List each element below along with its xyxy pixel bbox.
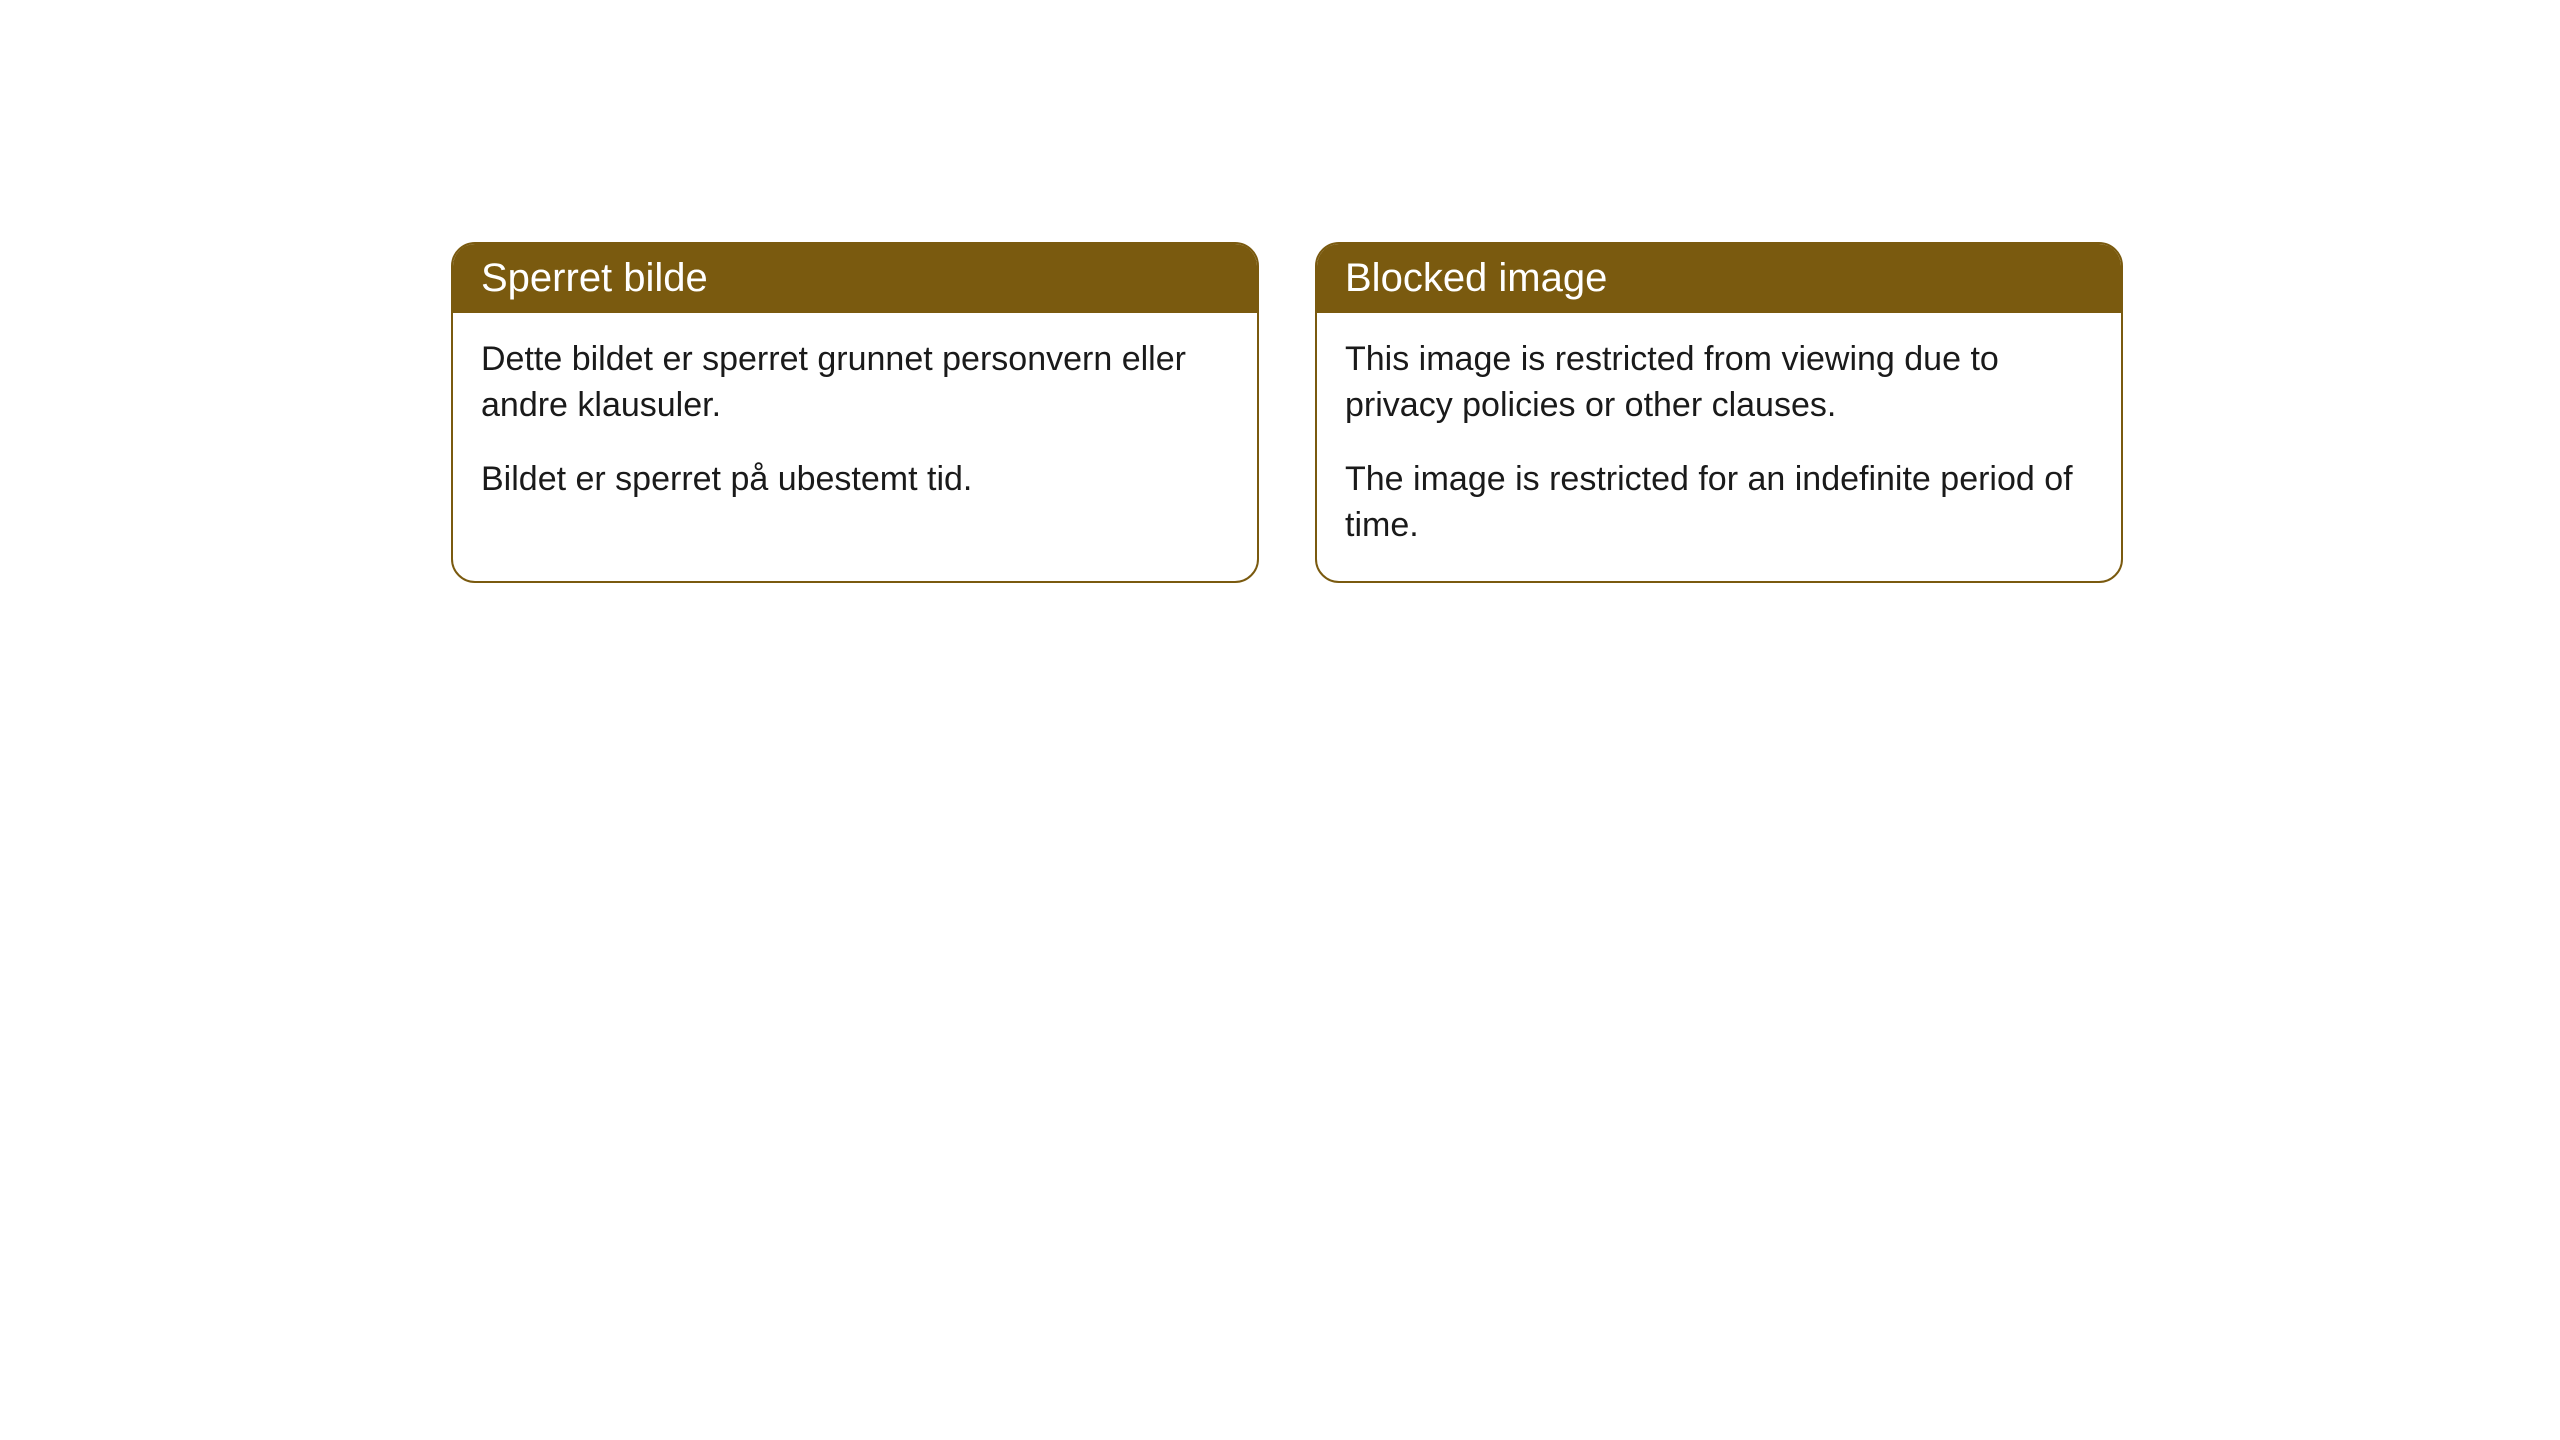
card-paragraph-1-norwegian: Dette bildet er sperret grunnet personve…: [481, 337, 1229, 429]
card-paragraph-2-norwegian: Bildet er sperret på ubestemt tid.: [481, 457, 1229, 503]
card-header-norwegian: Sperret bilde: [453, 244, 1257, 313]
card-header-english: Blocked image: [1317, 244, 2121, 313]
card-paragraph-2-english: The image is restricted for an indefinit…: [1345, 457, 2093, 549]
card-paragraph-1-english: This image is restricted from viewing du…: [1345, 337, 2093, 429]
blocked-image-card-norwegian: Sperret bilde Dette bildet er sperret gr…: [451, 242, 1259, 583]
card-title-norwegian: Sperret bilde: [481, 256, 708, 300]
cards-container: Sperret bilde Dette bildet er sperret gr…: [451, 242, 2560, 583]
card-title-english: Blocked image: [1345, 256, 1607, 300]
card-body-english: This image is restricted from viewing du…: [1317, 313, 2121, 581]
card-body-norwegian: Dette bildet er sperret grunnet personve…: [453, 313, 1257, 535]
blocked-image-card-english: Blocked image This image is restricted f…: [1315, 242, 2123, 583]
